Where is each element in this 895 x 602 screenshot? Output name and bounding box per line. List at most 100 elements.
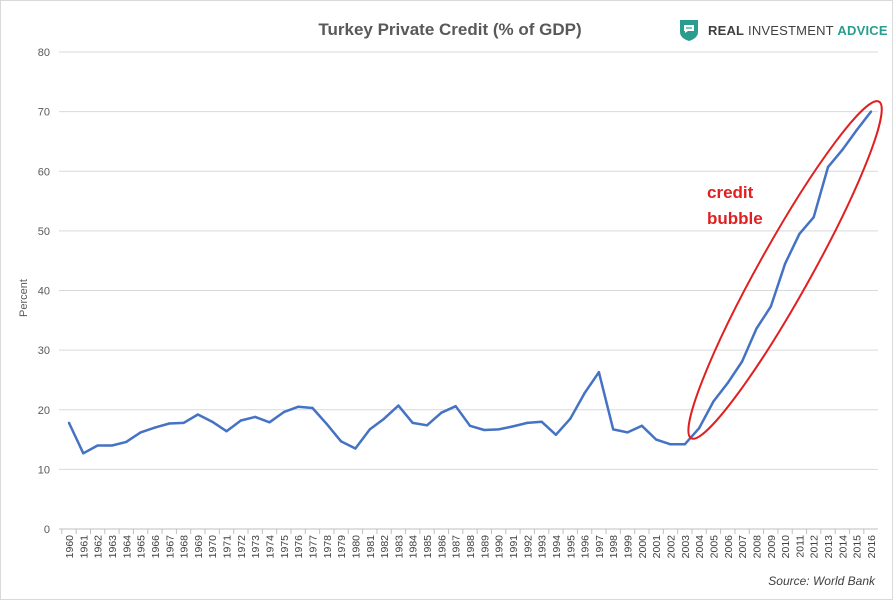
- x-tick-label: 1963: [107, 535, 119, 559]
- data-point: [382, 417, 386, 420]
- data-point: [540, 420, 543, 423]
- annotation-line-2: bubble: [707, 209, 763, 228]
- x-tick-label: 1988: [465, 535, 477, 559]
- chart-title: Turkey Private Credit (% of GDP): [318, 20, 582, 39]
- x-tick-label: 2010: [780, 535, 792, 559]
- x-tick-label: 2016: [866, 535, 878, 559]
- x-tick-label: 2012: [809, 535, 821, 559]
- data-point: [139, 431, 142, 434]
- data-point: [211, 420, 214, 423]
- x-tick-label: 1989: [479, 535, 491, 559]
- logo-text: REAL INVESTMENT ADVICE: [708, 23, 888, 38]
- y-tick-labels: 0 10 20 30 40 50 60 70 80: [38, 47, 50, 536]
- data-point: [196, 413, 200, 416]
- x-tick-label: 1999: [623, 535, 635, 559]
- x-tick-label: 1987: [451, 535, 463, 559]
- x-tick-label: 2005: [708, 535, 720, 559]
- x-tick-label: 1983: [393, 535, 405, 559]
- data-point: [654, 438, 658, 441]
- y-tick-label: 40: [38, 286, 50, 298]
- data-point: [67, 421, 71, 425]
- data-point: [612, 428, 615, 431]
- x-tick-label: 1966: [150, 535, 162, 559]
- x-tick-label: 1972: [236, 535, 248, 559]
- data-point: [253, 415, 257, 419]
- x-tick-label: 1998: [608, 535, 620, 559]
- x-tick-label: 2008: [751, 535, 763, 559]
- x-tick-label: 1968: [179, 535, 191, 559]
- x-tick-label: 1982: [379, 535, 391, 559]
- y-tick-label: 30: [38, 345, 50, 357]
- data-point: [182, 421, 185, 425]
- data-point: [597, 370, 601, 374]
- data-point: [841, 148, 844, 151]
- data-point: [354, 447, 357, 450]
- credit-bubble-annotation: credit bubble: [707, 180, 787, 232]
- x-tick-label: 2009: [766, 535, 778, 559]
- y-tick-label: 20: [38, 405, 50, 417]
- data-point: [311, 406, 314, 410]
- data-point: [855, 128, 858, 132]
- series-group: [67, 110, 873, 455]
- logo-word-real: REAL: [708, 22, 745, 38]
- data-point: [740, 360, 744, 363]
- data-point: [168, 422, 171, 425]
- data-point: [339, 440, 343, 443]
- data-point: [325, 422, 328, 426]
- data-point: [468, 424, 472, 428]
- data-point: [96, 444, 99, 447]
- x-tick-label: 1967: [164, 535, 176, 559]
- data-point: [798, 232, 801, 236]
- x-tick-label: 1986: [436, 535, 448, 559]
- annotation-line-1: credit: [707, 183, 754, 202]
- grid-lines: [59, 51, 878, 534]
- data-point: [554, 433, 558, 436]
- data-point: [425, 424, 429, 427]
- data-point: [697, 427, 701, 430]
- y-tick-label: 10: [38, 464, 50, 476]
- data-point: [110, 444, 114, 447]
- credit-bubble-ellipse: [687, 100, 883, 440]
- series-line: [67, 110, 872, 455]
- x-tick-label: 1960: [64, 535, 76, 559]
- data-point: [82, 452, 85, 455]
- x-tick-label: 1984: [408, 535, 420, 559]
- x-tick-label: 1962: [93, 535, 105, 559]
- data-point: [755, 327, 758, 330]
- data-point: [583, 391, 586, 395]
- data-point: [626, 431, 629, 434]
- highlight-group: [687, 100, 883, 440]
- brand-logo: REAL INVESTMENT ADVICE: [678, 18, 888, 42]
- x-tick-label: 1992: [522, 535, 534, 559]
- data-point: [511, 425, 515, 428]
- x-tick-label: 1996: [580, 535, 592, 559]
- x-tick-label: 1997: [594, 535, 606, 559]
- data-point: [769, 305, 772, 308]
- x-tick-label: 2015: [852, 535, 864, 559]
- x-tick-label: 1981: [365, 535, 377, 559]
- x-tick-label: 1976: [293, 535, 305, 559]
- x-tick-label: 2000: [637, 535, 649, 559]
- x-tick-label: 2002: [666, 535, 678, 559]
- data-point: [268, 421, 271, 424]
- y-tick-label: 80: [38, 47, 50, 59]
- y-tick-label: 70: [38, 107, 50, 119]
- x-tick-label: 2014: [837, 535, 849, 559]
- data-point: [783, 262, 787, 265]
- logo-word-investment: INVESTMENT: [748, 22, 834, 38]
- x-tick-label: 2004: [694, 535, 706, 559]
- x-tick-label: 1995: [565, 535, 577, 559]
- source-note: Source: World Bank: [768, 574, 875, 588]
- data-point: [296, 405, 300, 408]
- x-tick-label: 1965: [136, 535, 148, 559]
- x-tick-label: 1970: [207, 535, 219, 559]
- data-point: [569, 417, 572, 420]
- x-tick-label: 1977: [307, 535, 319, 559]
- y-tick-label: 60: [38, 166, 50, 178]
- data-point: [869, 110, 873, 113]
- y-tick-label: 0: [44, 524, 50, 536]
- x-tick-label: 1993: [537, 535, 549, 559]
- x-tick-label: 1980: [350, 535, 362, 559]
